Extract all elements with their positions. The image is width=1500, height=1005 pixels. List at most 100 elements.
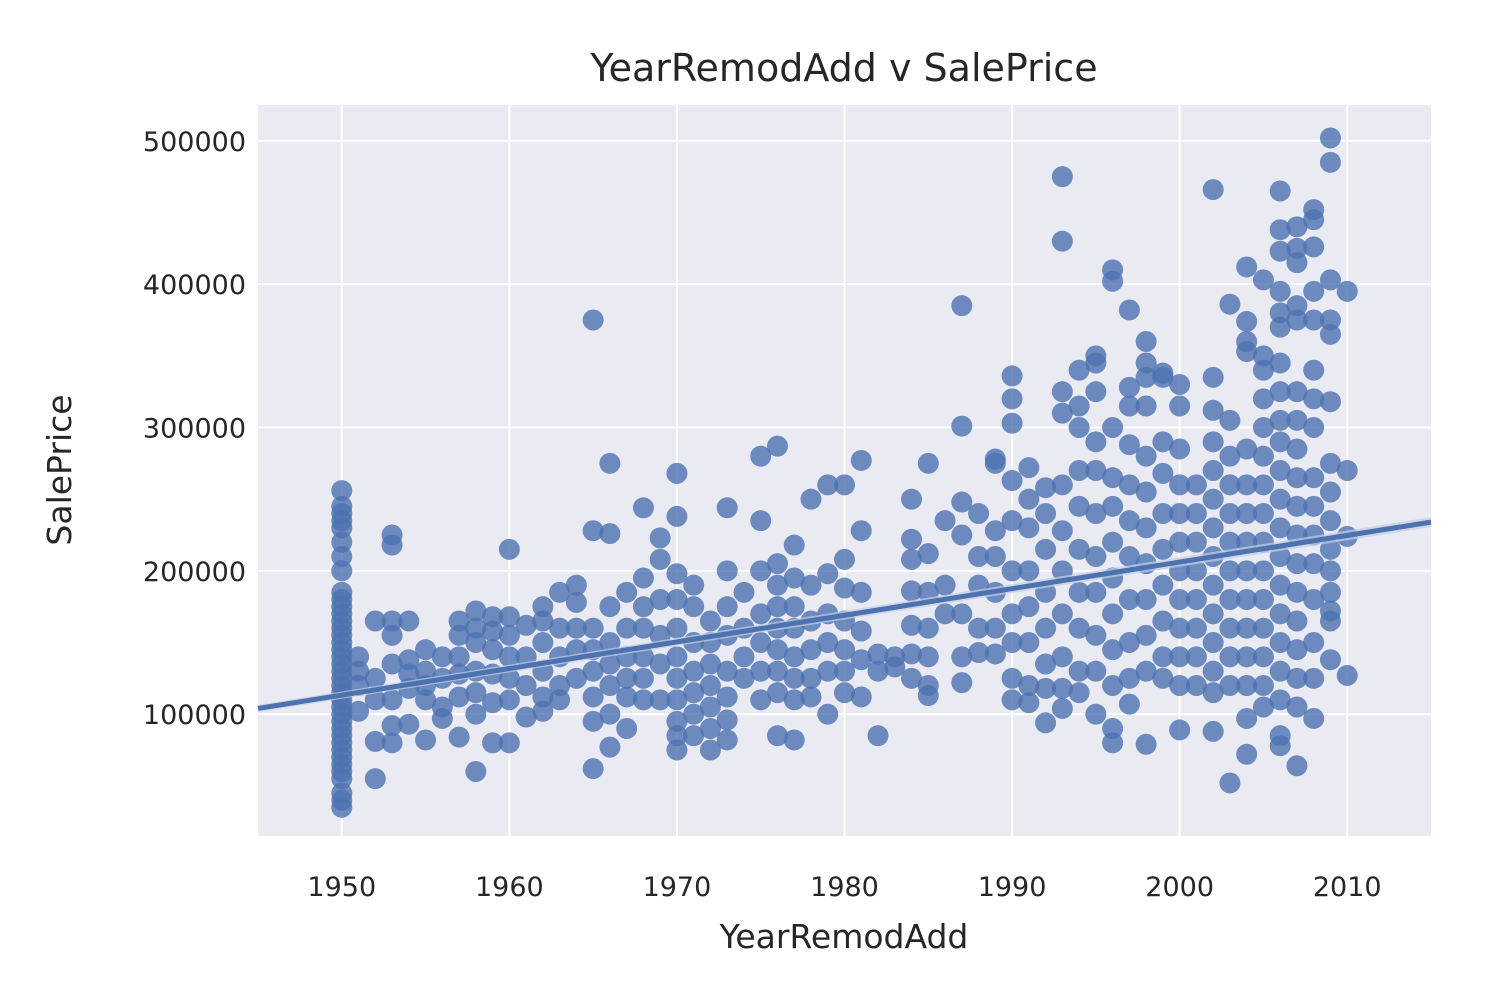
- data-point: [1219, 646, 1241, 668]
- data-point: [1152, 667, 1174, 689]
- data-point: [716, 686, 738, 708]
- data-point: [1118, 632, 1140, 653]
- data-point: [901, 488, 923, 510]
- data-point: [699, 653, 721, 675]
- data-point: [850, 686, 872, 708]
- data-point: [1018, 692, 1040, 714]
- data-point: [783, 646, 805, 668]
- data-point: [683, 660, 705, 682]
- y-tick-label: 400000: [143, 270, 246, 301]
- data-point: [1286, 216, 1308, 238]
- data-point: [1135, 331, 1157, 352]
- data-point: [1219, 772, 1241, 794]
- data-point: [817, 474, 839, 496]
- data-point: [1269, 603, 1291, 625]
- data-point: [1102, 603, 1124, 625]
- data-point: [364, 768, 386, 790]
- data-point: [1269, 460, 1291, 481]
- y-tick-label: 200000: [143, 557, 246, 588]
- data-point: [381, 653, 403, 675]
- data-point: [1252, 560, 1274, 582]
- data-point: [549, 617, 571, 639]
- data-point: [599, 523, 621, 545]
- data-point: [1169, 503, 1191, 524]
- data-point: [1169, 617, 1191, 639]
- data-point: [1286, 495, 1308, 517]
- data-point: [1118, 693, 1140, 715]
- data-point: [1051, 646, 1073, 668]
- data-point: [1118, 376, 1140, 398]
- data-point: [1269, 240, 1291, 262]
- data-point: [1169, 675, 1191, 696]
- data-point: [1269, 431, 1291, 453]
- data-point: [1219, 617, 1241, 639]
- data-point: [465, 761, 487, 782]
- data-point: [1018, 675, 1040, 696]
- data-point: [1236, 256, 1258, 278]
- data-point: [766, 596, 788, 618]
- data-point: [1085, 703, 1107, 725]
- data-point: [1252, 503, 1274, 524]
- data-point: [1051, 230, 1073, 252]
- data-point: [1269, 660, 1291, 682]
- data-point: [1319, 269, 1341, 291]
- x-tick-label: 1950: [307, 872, 376, 903]
- data-point: [1185, 474, 1207, 496]
- data-point: [1303, 632, 1325, 653]
- data-point: [1269, 517, 1291, 539]
- data-point: [616, 718, 638, 739]
- data-point: [515, 614, 537, 636]
- data-point: [1303, 467, 1325, 489]
- data-point: [498, 624, 520, 646]
- data-point: [1102, 732, 1124, 754]
- data-point: [1135, 366, 1157, 388]
- data-point: [1236, 707, 1258, 729]
- data-point: [1219, 409, 1241, 431]
- data-point: [1169, 474, 1191, 496]
- data-point: [1219, 293, 1241, 315]
- data-point: [582, 660, 604, 682]
- data-point: [750, 689, 772, 711]
- data-point: [1252, 646, 1274, 668]
- data-point: [1118, 434, 1140, 456]
- data-point: [766, 682, 788, 704]
- data-point: [683, 703, 705, 725]
- data-point: [750, 603, 772, 625]
- data-point: [733, 581, 755, 603]
- data-point: [1303, 359, 1325, 381]
- data-point: [901, 614, 923, 636]
- data-point: [783, 729, 805, 751]
- data-point: [1219, 675, 1241, 696]
- data-point: [649, 548, 671, 570]
- y-axis-ticks: 100000 200000 300000 400000 500000: [143, 127, 246, 731]
- data-point: [699, 718, 721, 739]
- data-point: [1169, 589, 1191, 610]
- data-point: [834, 682, 855, 704]
- data-point: [1319, 649, 1341, 671]
- data-point: [1286, 610, 1308, 632]
- data-point: [1152, 646, 1174, 668]
- data-point: [834, 660, 855, 682]
- data-point: [1118, 510, 1140, 532]
- data-point: [1252, 617, 1274, 639]
- data-point: [1336, 664, 1358, 686]
- data-point: [1269, 381, 1291, 403]
- data-point: [867, 660, 889, 682]
- x-tick-label: 2010: [1313, 872, 1382, 903]
- data-point: [1118, 474, 1140, 496]
- data-point: [733, 667, 755, 689]
- data-point: [834, 577, 855, 599]
- data-point: [1269, 219, 1291, 241]
- data-point: [683, 596, 705, 618]
- data-point: [415, 639, 437, 661]
- data-point: [331, 796, 353, 818]
- data-point: [1118, 546, 1140, 567]
- data-point: [1252, 388, 1274, 410]
- data-point: [1035, 538, 1057, 560]
- data-point: [750, 560, 772, 582]
- data-point: [1068, 417, 1090, 438]
- data-point: [632, 667, 654, 689]
- data-point: [951, 524, 973, 546]
- data-point: [666, 563, 688, 585]
- data-point: [1202, 431, 1224, 453]
